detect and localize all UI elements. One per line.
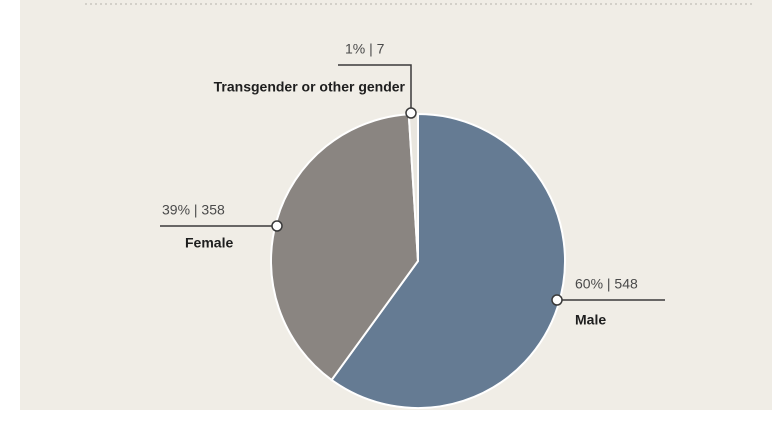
leader-dot <box>551 294 563 306</box>
category-label: Male <box>575 312 606 328</box>
leader-dot <box>405 107 417 119</box>
category-label: Transgender or other gender <box>214 79 406 95</box>
value-label: 39% | 358 <box>162 202 225 218</box>
pie-slice <box>330 112 566 409</box>
category-label: Female <box>185 235 233 251</box>
value-label: 60% | 548 <box>575 276 638 292</box>
pie-slice <box>270 113 420 382</box>
leader-line <box>338 64 412 113</box>
leader-dot <box>271 220 283 232</box>
pie <box>270 112 566 409</box>
value-label: 1% | 7 <box>345 41 385 57</box>
